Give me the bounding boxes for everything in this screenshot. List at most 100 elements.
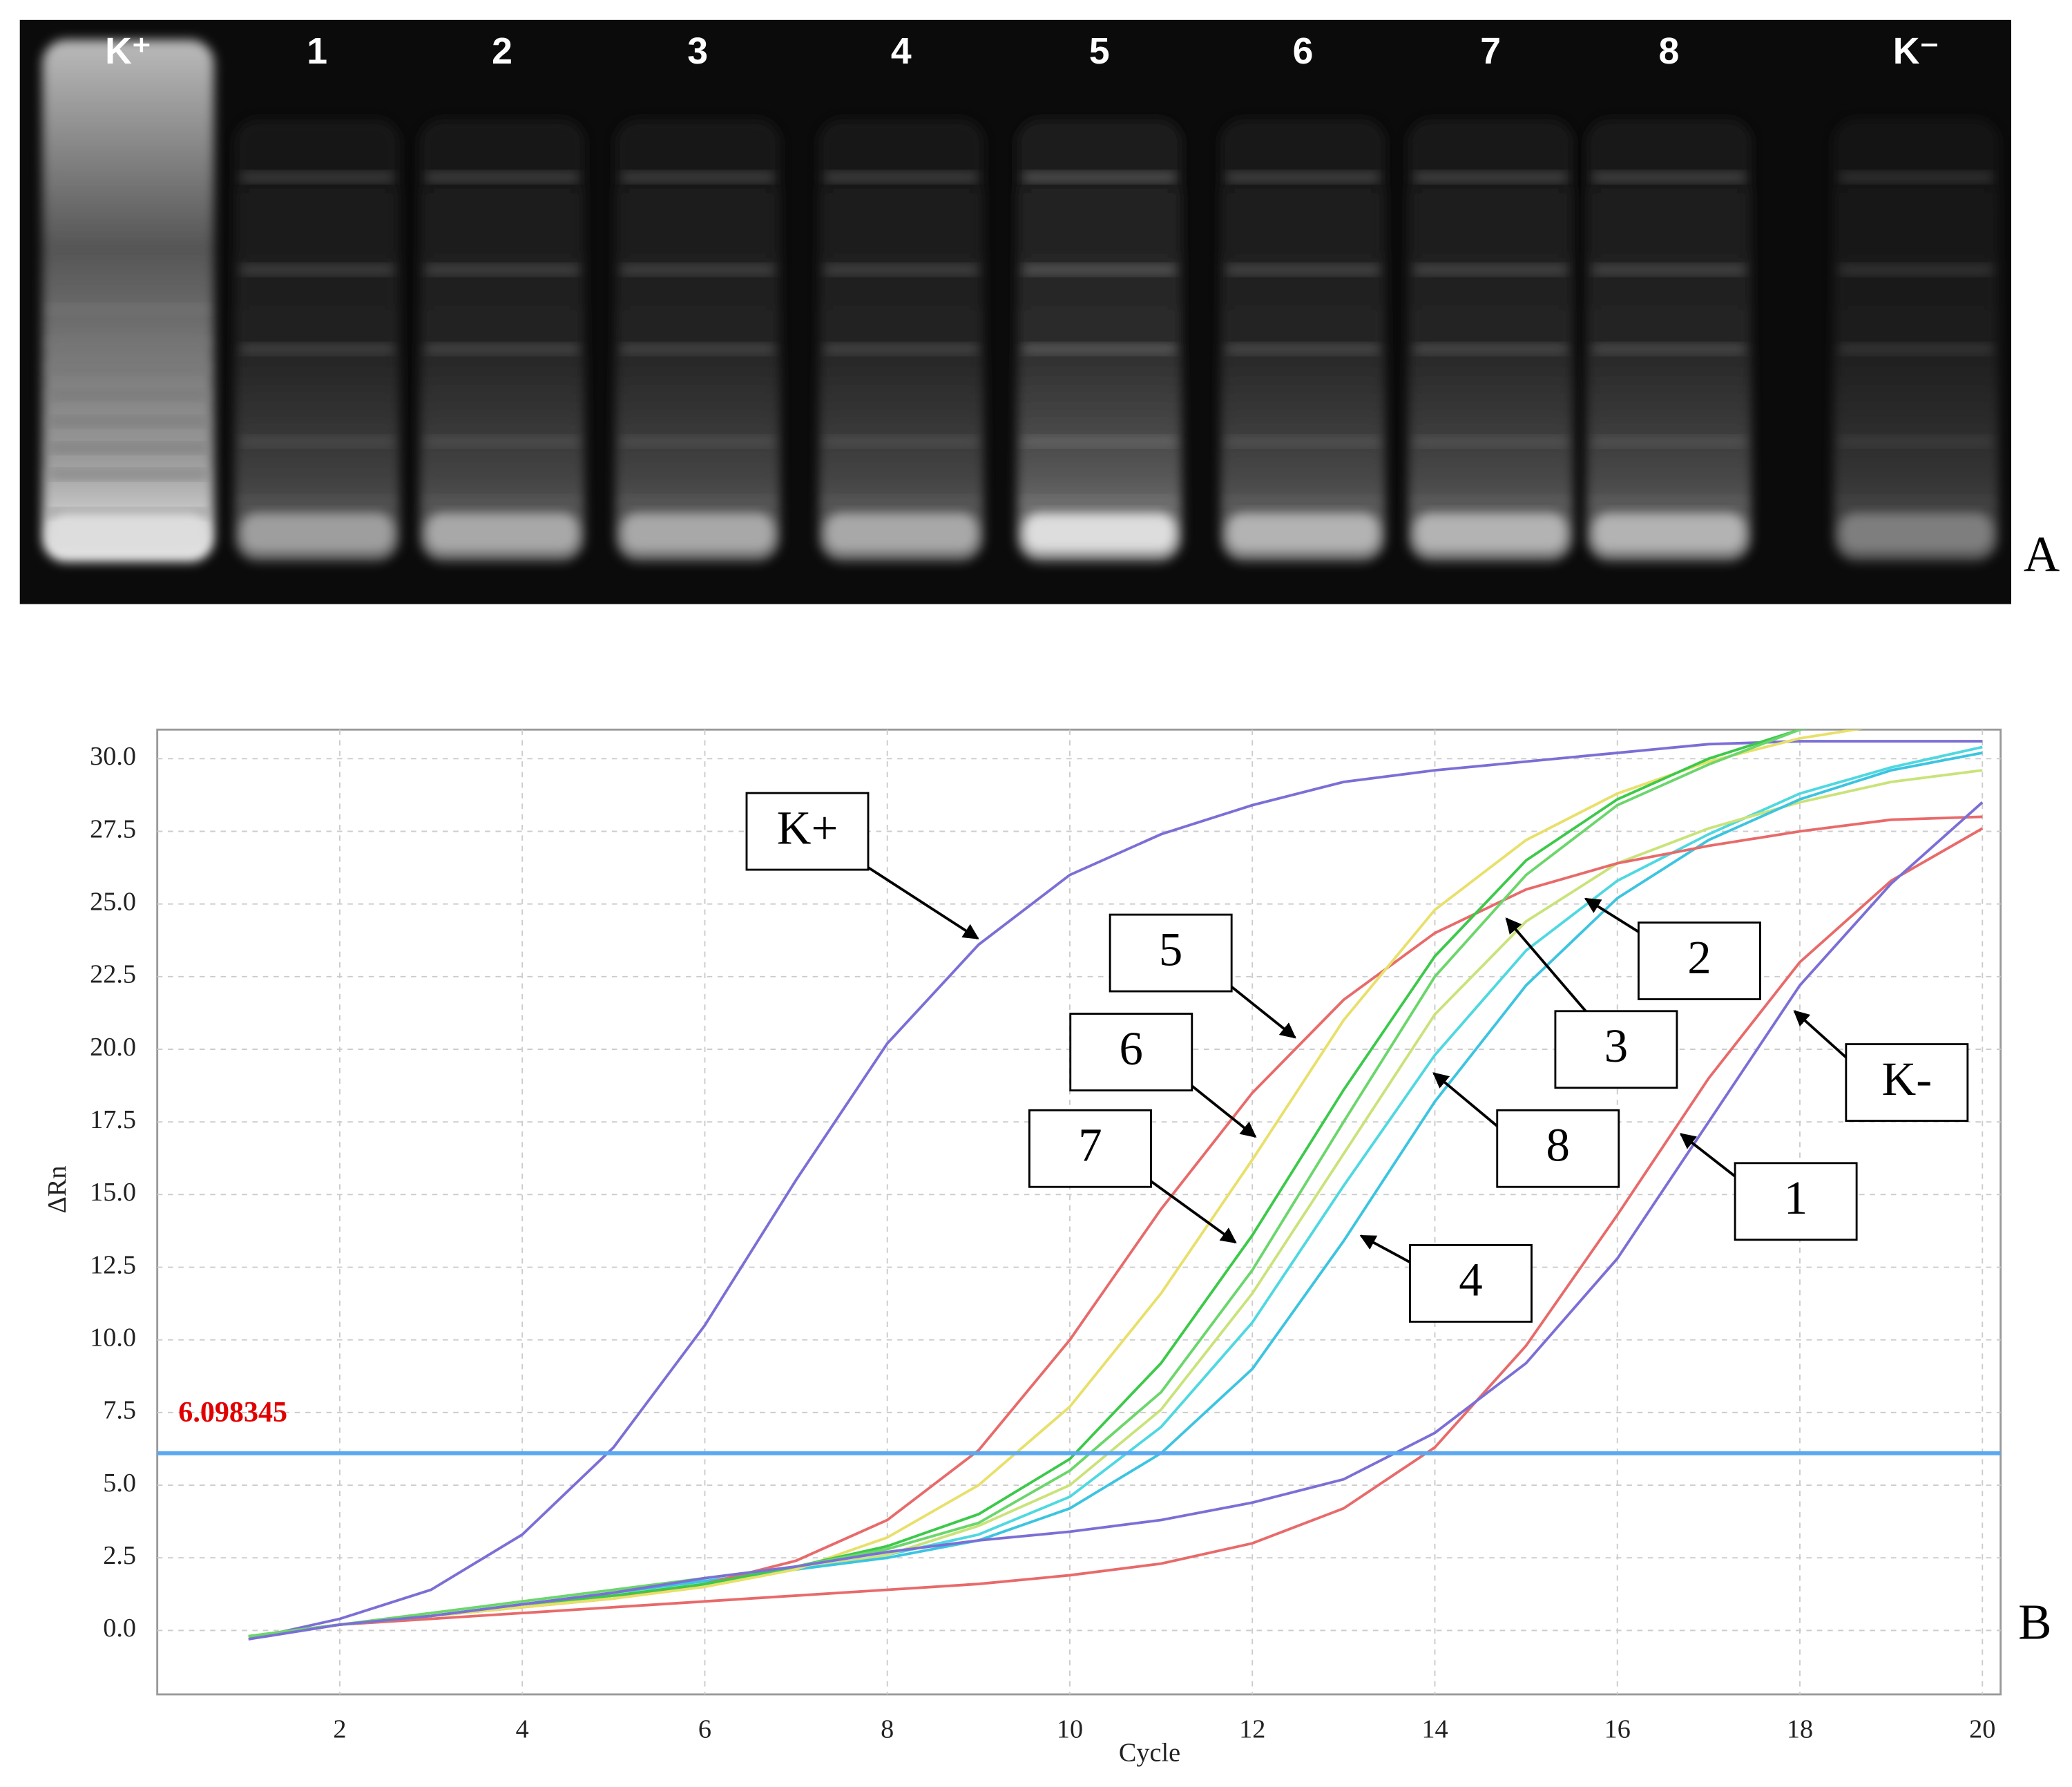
- gel-band: [1227, 264, 1379, 276]
- gel-band: [241, 264, 394, 276]
- annotation-arrow: [1432, 1072, 1498, 1127]
- gel-band: [241, 343, 394, 354]
- x-tick-label: 12: [1239, 1714, 1265, 1743]
- gel-band: [825, 513, 977, 553]
- lane-smear: [419, 119, 585, 562]
- gel-band: [1593, 343, 1745, 354]
- gel-band: [48, 390, 208, 401]
- lane-label: 4: [891, 31, 912, 72]
- annotation-label: 3: [1604, 1020, 1628, 1072]
- series-line: [248, 729, 1807, 1638]
- gel-band: [622, 264, 774, 276]
- x-axis-label: Cycle: [1119, 1739, 1180, 1768]
- gel-band: [241, 513, 394, 553]
- gel-band: [1414, 343, 1567, 354]
- gel-lanes: K⁺ 1 2 3 4 5 6 7 8 K⁻: [42, 31, 1999, 562]
- annotation-label: 4: [1459, 1254, 1482, 1306]
- threshold-label: 6.098345: [178, 1396, 287, 1428]
- gel-band: [241, 495, 394, 506]
- annotation-arrow: [1188, 1082, 1257, 1138]
- annotation-box: [1638, 921, 1761, 1000]
- annotation-label: K+: [777, 801, 838, 854]
- gel-band: [1227, 171, 1379, 183]
- gel-lane: [419, 119, 585, 562]
- annotation-label: 7: [1078, 1118, 1102, 1171]
- annotation-label: K-: [1882, 1053, 1932, 1105]
- annotation-label: 8: [1546, 1118, 1570, 1171]
- x-tick-label: 4: [516, 1714, 529, 1743]
- gel-band: [1023, 171, 1176, 183]
- gel-band: [1840, 436, 1993, 447]
- lane-smear: [1220, 119, 1386, 562]
- annotation-arrow: [1584, 897, 1640, 933]
- annotation-arrow: [1793, 1010, 1848, 1059]
- series-line: [248, 827, 1984, 1638]
- gel-band: [48, 513, 208, 553]
- y-tick-label: 25.0: [90, 887, 136, 916]
- y-tick-label: 0.0: [103, 1614, 136, 1643]
- chart: 0.0 2.5 5.0 7.5 10.0 12.5 15.0 17.5 20.0 22.5 25.0…: [43, 729, 2052, 1768]
- gel-band: [1840, 343, 1993, 354]
- y-tick-label: 15.0: [90, 1178, 136, 1207]
- gel-band: [1227, 343, 1379, 354]
- gel-band: [1840, 171, 1993, 183]
- gel-band: [241, 436, 394, 447]
- gel-band: [1414, 264, 1567, 276]
- gel-lane: [1017, 119, 1182, 562]
- gel-band: [1840, 513, 1993, 553]
- annotation-box: [1496, 1109, 1620, 1188]
- gel-band: [1414, 513, 1567, 553]
- lane-label: K⁻: [1893, 31, 1939, 72]
- gel-band: [1593, 513, 1745, 553]
- gel-band: [1227, 513, 1379, 553]
- gel-band: [1593, 264, 1745, 276]
- gel-band: [426, 171, 579, 183]
- lane-label: 3: [687, 31, 708, 72]
- x-tick-label: 10: [1057, 1714, 1083, 1743]
- lane-label: 5: [1089, 31, 1110, 72]
- annotation-label: 2: [1687, 931, 1711, 984]
- gel-band: [1227, 495, 1379, 506]
- x-tick-label: 8: [881, 1714, 894, 1743]
- annotation-label: 6: [1120, 1022, 1143, 1075]
- gel-lane: [1833, 119, 1999, 562]
- gel-band: [426, 513, 579, 553]
- gel-band: [1023, 436, 1176, 447]
- y-axis-label: ΔRn: [43, 1165, 72, 1213]
- y-tick-label: 27.5: [90, 814, 136, 843]
- gel-band: [825, 343, 977, 354]
- gel-band: [1593, 171, 1745, 183]
- gel-band: [48, 304, 208, 315]
- x-tick-label: 2: [333, 1714, 346, 1743]
- annotation-box: [1069, 1013, 1193, 1092]
- gel-lane: [818, 119, 984, 562]
- gel-band: [1023, 343, 1176, 354]
- x-tick-label: 14: [1421, 1714, 1448, 1743]
- gel-band: [622, 171, 774, 183]
- gel-band: [1840, 495, 1993, 506]
- gel-band: [1414, 495, 1567, 506]
- gel-band: [622, 513, 774, 553]
- gel-band: [1593, 495, 1745, 506]
- gel-lane: [42, 39, 214, 562]
- gel-band: [825, 495, 977, 506]
- y-tick-label: 22.5: [90, 960, 136, 989]
- gel-band: [48, 363, 208, 374]
- lane-label: 1: [307, 31, 327, 72]
- lane-smear: [615, 119, 780, 562]
- gel-band: [1840, 264, 1993, 276]
- annotation-arrow: [1228, 984, 1296, 1039]
- annotation-arrow: [1505, 917, 1587, 1013]
- gel-band: [48, 337, 208, 348]
- gel-lane: [615, 119, 780, 562]
- y-tick-label: 20.0: [90, 1033, 136, 1062]
- x-tick-label: 16: [1604, 1714, 1631, 1743]
- lane-smear: [42, 39, 214, 562]
- gel-band: [48, 443, 208, 454]
- annotation-arrow: [1679, 1133, 1736, 1178]
- plot-area: [156, 728, 2002, 1696]
- annotation-label: 5: [1159, 923, 1182, 975]
- gel-band: [1023, 264, 1176, 276]
- y-tick-label: 2.5: [103, 1541, 136, 1570]
